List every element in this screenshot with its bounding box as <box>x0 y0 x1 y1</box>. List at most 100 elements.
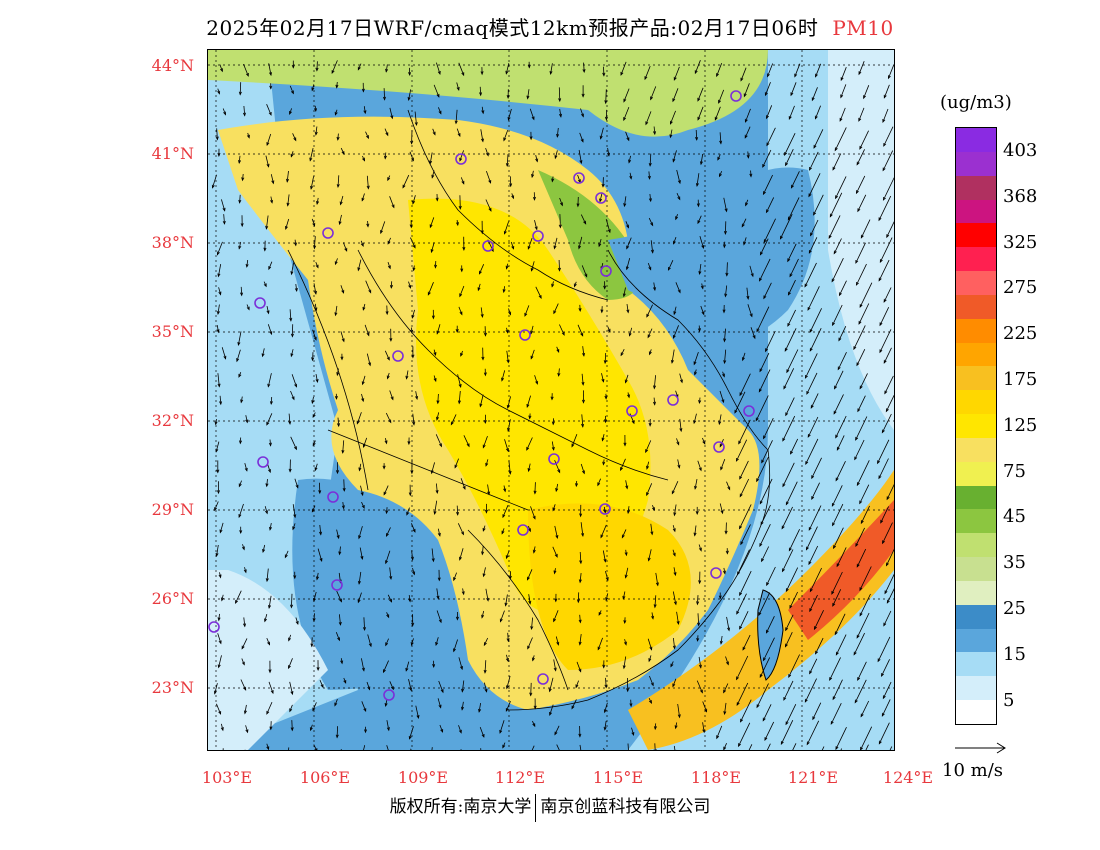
wind-vector <box>650 240 654 253</box>
wind-vector-head <box>739 592 743 597</box>
wind-vector-head <box>582 69 586 73</box>
wind-vector-head <box>436 595 440 600</box>
wind-vector-head <box>551 178 555 183</box>
wind-vector <box>408 594 411 602</box>
wind-vector <box>242 173 244 181</box>
wind-vector <box>831 571 843 595</box>
sea-plume-core <box>788 500 894 640</box>
wind-vector <box>694 479 698 489</box>
wind-vector-head <box>453 648 456 653</box>
wind-vector-head <box>699 161 703 166</box>
wind-vector-head <box>764 737 768 742</box>
wind-vector <box>720 635 723 644</box>
wind-vector <box>855 527 865 547</box>
wind-vector <box>813 129 824 149</box>
wind-vector-head <box>368 289 372 294</box>
wind-vector-head <box>531 657 535 662</box>
wind-vector <box>789 258 799 277</box>
wind-vector-head <box>334 395 338 400</box>
wind-vector-head <box>503 488 507 493</box>
color-bar-segment <box>956 461 996 487</box>
wind-vector-head <box>429 224 433 229</box>
wind-vector-head <box>458 383 462 388</box>
wind-vector <box>767 63 774 77</box>
wind-vector <box>653 375 656 389</box>
wind-vector-head <box>436 330 440 335</box>
wind-vector <box>315 374 318 383</box>
wind-vector <box>736 439 748 462</box>
wind-vector <box>759 258 771 281</box>
wind-vector <box>313 283 317 294</box>
wind-vector <box>737 549 750 575</box>
wind-vector-head <box>361 398 365 403</box>
wind-vector-head <box>881 712 885 717</box>
wind-vector <box>266 133 272 146</box>
wind-vector <box>693 351 699 365</box>
wind-vector-head <box>571 443 575 448</box>
wind-vector <box>812 702 822 720</box>
wind-vector-head <box>528 600 532 605</box>
wind-vector-head <box>407 97 411 102</box>
wind-vector-head <box>856 362 860 367</box>
wind-vector-head <box>411 354 415 359</box>
wind-vector-head <box>407 441 411 446</box>
wind-vector <box>456 128 461 137</box>
wind-vector <box>789 591 798 609</box>
wind-vector-head <box>624 379 628 384</box>
wind-vector-head <box>877 460 881 465</box>
wind-vector <box>672 150 677 162</box>
wind-vector-head <box>481 614 485 619</box>
wind-vector <box>808 505 822 531</box>
wind-vector-head <box>579 160 583 165</box>
wind-vector <box>756 306 770 332</box>
wind-vector <box>319 524 322 535</box>
wind-vector <box>698 544 702 551</box>
wind-vector <box>412 413 415 425</box>
wind-vector-head <box>878 475 882 480</box>
wind-vector-head <box>673 76 677 81</box>
wind-vector <box>460 177 465 184</box>
pm10-map <box>207 49 895 751</box>
wind-vector-head <box>673 601 677 606</box>
wind-vector <box>361 701 367 712</box>
wind-vector-head <box>835 477 839 482</box>
wind-vector <box>879 329 892 353</box>
wind-vector-head <box>736 610 740 615</box>
wind-vector-head <box>601 183 605 188</box>
wind-vector-head <box>557 372 561 377</box>
wind-vector <box>412 195 416 204</box>
wind-vector <box>222 108 226 115</box>
wind-vector-head <box>673 240 676 245</box>
wind-vector-head <box>532 723 536 728</box>
wind-vector <box>366 681 370 690</box>
wind-vector-head <box>549 711 553 716</box>
wind-vector-head <box>293 575 297 580</box>
wind-vector <box>287 194 290 206</box>
wind-vector <box>785 704 797 725</box>
wind-vector <box>387 261 391 269</box>
wind-vector-head <box>481 733 485 738</box>
color-bar-segment <box>956 580 996 606</box>
wind-vector <box>651 612 654 619</box>
wind-vector-head <box>289 317 293 322</box>
wind-vector-head <box>576 599 580 604</box>
wind-vector-head <box>837 366 841 371</box>
wind-vector-head <box>698 580 702 585</box>
wind-vector-head <box>600 534 604 539</box>
wind-vector <box>835 415 847 438</box>
wind-vector <box>244 704 247 714</box>
wind-vector-head <box>811 496 815 501</box>
wind-vector-head <box>780 741 784 746</box>
wind-vector-head <box>415 395 419 401</box>
wind-vector <box>554 525 558 539</box>
wind-vector-head <box>578 668 582 673</box>
wind-vector-head <box>508 470 512 475</box>
wind-vector-head <box>459 666 463 671</box>
wind-vector-head <box>762 163 766 168</box>
wind-vector-head <box>218 291 222 296</box>
wind-vector-head <box>858 320 862 325</box>
wind-vector <box>389 567 392 580</box>
wind-vector <box>244 462 248 471</box>
wind-vector-head <box>674 725 678 730</box>
wind-vector <box>411 638 414 646</box>
